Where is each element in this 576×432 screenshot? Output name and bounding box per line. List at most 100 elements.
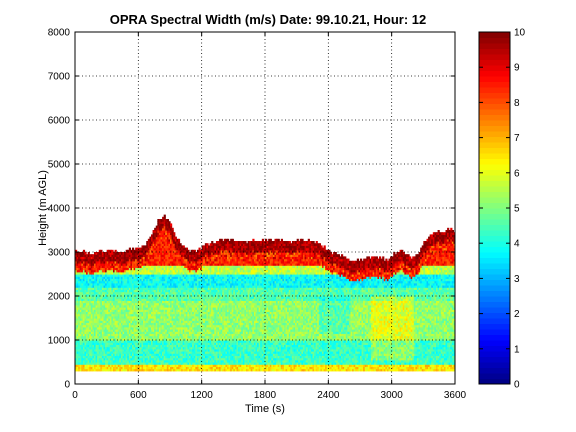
heatmap-cell: [128, 296, 132, 299]
heatmap-cell: [138, 322, 141, 326]
heatmap-cell: [75, 302, 78, 306]
heatmap-cell: [141, 351, 144, 354]
heatmap-cell: [154, 254, 157, 257]
heatmap-cell: [98, 274, 101, 277]
heatmap-cell: [120, 315, 124, 319]
heatmap-cell: [95, 357, 98, 361]
heatmap-cell: [120, 260, 124, 264]
heatmap-cell: [97, 282, 100, 286]
heatmap-cell: [157, 320, 160, 323]
heatmap-cell: [127, 300, 130, 304]
heatmap-cell: [128, 291, 132, 295]
heatmap-cell: [94, 291, 97, 295]
heatmap-cell: [151, 311, 154, 315]
heatmap-cell: [154, 260, 157, 264]
heatmap-cell: [157, 307, 160, 310]
heatmap-cell: [108, 348, 111, 352]
heatmap-cell: [158, 355, 162, 359]
heatmap-cell: [146, 267, 149, 271]
heatmap-cell: [113, 348, 116, 352]
heatmap-cell: [124, 276, 127, 279]
heatmap-cell: [95, 304, 98, 308]
heatmap-cell: [81, 359, 84, 363]
heatmap-cell: [146, 274, 149, 277]
heatmap-cell: [130, 311, 133, 315]
heatmap-cell: [124, 342, 127, 345]
heatmap-cell: [147, 322, 151, 326]
heatmap-cell: [103, 344, 106, 348]
heatmap-cell: [113, 342, 116, 345]
heatmap-cell: [113, 320, 116, 323]
heatmap-cell: [122, 256, 125, 260]
heatmap-cell: [149, 267, 152, 271]
heatmap-cell: [97, 258, 100, 262]
heatmap-cell: [144, 291, 147, 295]
heatmap-cell: [100, 280, 103, 284]
heatmap-cell: [120, 344, 124, 348]
heatmap-cell: [106, 331, 109, 334]
heatmap-cell: [97, 342, 100, 345]
heatmap-cell: [144, 307, 147, 310]
heatmap-cell: [151, 238, 154, 242]
heatmap-cell: [108, 304, 111, 308]
heatmap-cell: [120, 320, 124, 323]
heatmap-cell: [90, 258, 94, 262]
heatmap-cell: [135, 342, 138, 345]
heatmap-cell: [117, 353, 120, 356]
heatmap-cell: [151, 271, 154, 275]
heatmap-cell: [98, 278, 101, 282]
heatmap-cell: [128, 344, 132, 348]
heatmap-cell: [154, 366, 157, 370]
heatmap-cell: [152, 230, 155, 233]
heatmap-cell: [108, 296, 111, 299]
heatmap-cell: [90, 296, 94, 299]
heatmap-cell: [158, 298, 162, 301]
heatmap-cell: [132, 249, 135, 253]
heatmap-cell: [136, 364, 139, 367]
heatmap-cell: [109, 293, 113, 297]
heatmap-cell: [127, 322, 130, 326]
heatmap-cell: [146, 309, 149, 312]
heatmap-cell: [90, 300, 94, 304]
heatmap-cell: [152, 285, 155, 288]
heatmap-cell: [119, 366, 122, 370]
heatmap-cell: [92, 269, 95, 273]
heatmap-cell: [160, 236, 163, 240]
heatmap-cell: [97, 289, 100, 293]
heatmap-cell: [162, 359, 165, 363]
heatmap-cell: [154, 234, 157, 238]
heatmap-cell: [109, 282, 113, 286]
heatmap-cell: [116, 353, 119, 356]
heatmap-cell: [103, 269, 106, 273]
heatmap-cell: [113, 346, 116, 350]
heatmap-cell: [89, 276, 92, 279]
heatmap-cell: [82, 318, 86, 321]
heatmap-cell: [113, 271, 116, 275]
heatmap-cell: [92, 280, 95, 284]
heatmap-cell: [98, 329, 101, 332]
heatmap-cell: [82, 260, 86, 264]
heatmap-cell: [116, 337, 119, 341]
heatmap-cell: [89, 329, 92, 332]
heatmap-cell: [119, 278, 122, 282]
heatmap-cell: [136, 309, 139, 312]
heatmap-cell: [103, 351, 106, 354]
heatmap-cell: [79, 320, 82, 323]
heatmap-cell: [157, 351, 160, 354]
heatmap-cell: [155, 298, 158, 301]
heatmap-cell: [155, 282, 158, 286]
heatmap-cell: [162, 340, 165, 343]
heatmap-cell: [111, 274, 114, 277]
heatmap-cell: [101, 311, 105, 315]
heatmap-cell: [100, 296, 103, 299]
heatmap-cell: [149, 344, 152, 348]
heatmap-cell: [136, 329, 139, 332]
heatmap-cell: [98, 296, 101, 299]
heatmap-cell: [95, 329, 98, 332]
heatmap-cell: [117, 254, 120, 257]
heatmap-cell: [133, 318, 136, 321]
heatmap-cell: [82, 311, 86, 315]
heatmap-cell: [86, 335, 89, 339]
heatmap-cell: [146, 265, 149, 268]
heatmap-cell: [92, 256, 95, 260]
